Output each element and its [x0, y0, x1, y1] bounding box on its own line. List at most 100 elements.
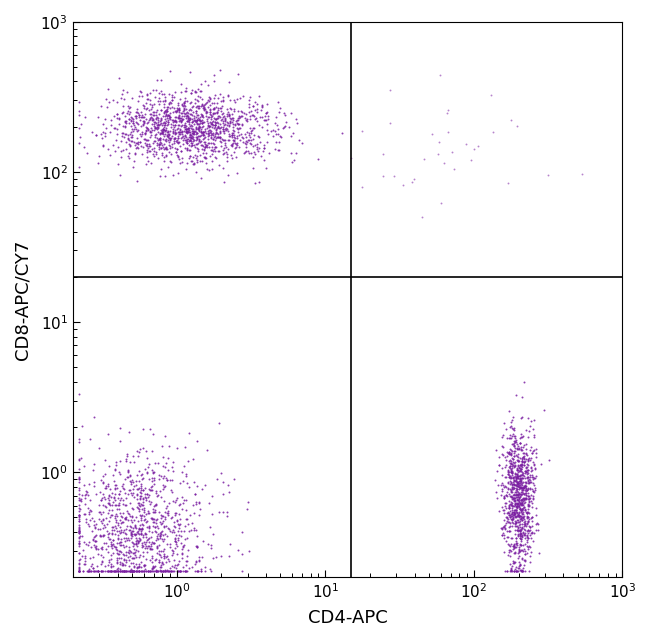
- Point: [148, 557, 158, 567]
- Point: [86, 526, 97, 536]
- Point: [73, 106, 84, 116]
- Point: [201, 97, 211, 108]
- Point: [434, 137, 444, 147]
- Point: [162, 551, 173, 561]
- Point: [114, 549, 124, 559]
- Point: [501, 519, 512, 529]
- Point: [172, 123, 183, 133]
- Point: [517, 504, 528, 515]
- Point: [159, 119, 170, 129]
- Point: [163, 129, 174, 139]
- Point: [203, 118, 213, 128]
- Point: [511, 472, 521, 482]
- Point: [137, 474, 148, 485]
- Point: [98, 477, 108, 487]
- Point: [86, 513, 97, 523]
- Point: [200, 137, 210, 147]
- Point: [86, 562, 96, 572]
- Point: [507, 508, 517, 518]
- Point: [532, 519, 543, 529]
- Point: [159, 481, 170, 492]
- Point: [154, 540, 164, 550]
- Point: [510, 508, 520, 519]
- Point: [177, 541, 188, 551]
- Point: [121, 137, 131, 147]
- Point: [157, 140, 167, 150]
- Point: [512, 490, 522, 501]
- Point: [151, 147, 161, 158]
- Point: [163, 554, 174, 564]
- Point: [134, 506, 144, 516]
- Point: [170, 510, 180, 520]
- Point: [227, 113, 238, 123]
- Point: [184, 428, 194, 438]
- Point: [517, 462, 527, 472]
- Point: [250, 178, 261, 188]
- Point: [123, 130, 133, 140]
- Point: [180, 93, 190, 103]
- Point: [244, 148, 254, 158]
- Point: [193, 115, 203, 125]
- Point: [133, 451, 144, 462]
- Point: [122, 566, 132, 576]
- Point: [193, 556, 203, 567]
- Point: [167, 92, 177, 103]
- Point: [150, 515, 161, 525]
- Point: [213, 132, 224, 142]
- Point: [153, 119, 164, 129]
- Point: [168, 107, 178, 117]
- Point: [240, 115, 251, 126]
- Point: [117, 512, 127, 522]
- Point: [181, 131, 191, 142]
- Point: [107, 504, 117, 515]
- Point: [245, 92, 255, 102]
- Point: [130, 113, 140, 123]
- Point: [144, 521, 154, 531]
- Point: [519, 502, 530, 512]
- Point: [150, 119, 160, 129]
- Point: [520, 494, 530, 504]
- Point: [523, 426, 534, 436]
- Point: [179, 540, 189, 551]
- Point: [173, 151, 183, 161]
- Point: [514, 562, 525, 572]
- Point: [185, 131, 195, 142]
- Point: [170, 115, 181, 125]
- Point: [168, 548, 178, 558]
- Point: [513, 479, 523, 489]
- Point: [516, 499, 526, 510]
- Point: [218, 126, 229, 136]
- Point: [105, 566, 115, 576]
- Point: [148, 467, 158, 477]
- Point: [523, 507, 534, 517]
- Point: [112, 566, 123, 576]
- Point: [159, 102, 170, 112]
- Point: [147, 537, 157, 547]
- Point: [123, 566, 133, 576]
- Point: [531, 444, 541, 454]
- Point: [169, 138, 179, 149]
- Point: [176, 566, 187, 576]
- Point: [196, 124, 206, 135]
- Point: [96, 544, 107, 554]
- Point: [151, 566, 162, 576]
- Point: [167, 115, 177, 125]
- Point: [201, 158, 211, 168]
- Point: [166, 149, 176, 159]
- Point: [116, 151, 126, 162]
- Point: [252, 106, 262, 117]
- Point: [506, 463, 517, 474]
- Point: [516, 462, 526, 472]
- Point: [248, 123, 259, 133]
- Point: [502, 566, 512, 576]
- Point: [518, 452, 528, 462]
- Point: [200, 142, 210, 152]
- Point: [190, 108, 201, 118]
- Point: [115, 495, 125, 505]
- Point: [521, 454, 532, 465]
- Point: [515, 512, 526, 522]
- Point: [181, 83, 192, 93]
- Point: [496, 522, 506, 533]
- Point: [183, 126, 193, 136]
- Point: [98, 478, 109, 488]
